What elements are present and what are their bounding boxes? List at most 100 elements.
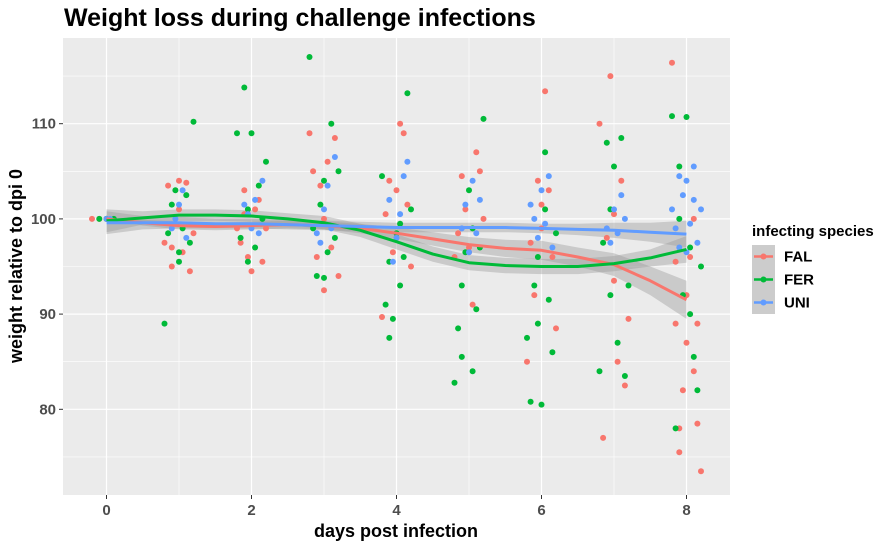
point-uni: [545, 173, 552, 180]
y-tick-label: 100: [31, 211, 56, 228]
point-uni: [473, 230, 480, 237]
smooth-line-fer: [106, 213, 687, 268]
point-fal: [694, 320, 701, 327]
point-fal: [672, 258, 679, 265]
point-uni: [676, 173, 683, 180]
point-fal: [694, 420, 701, 427]
point-fal: [469, 301, 476, 308]
point-fer: [683, 114, 690, 120]
point-fal: [462, 206, 469, 213]
point-fer: [473, 306, 480, 313]
point-uni: [607, 239, 614, 246]
point-fer: [687, 311, 694, 318]
point-fer: [168, 201, 175, 208]
point-fer: [545, 296, 552, 303]
point-uni: [321, 206, 327, 213]
point-uni: [469, 177, 476, 184]
point-fer: [306, 54, 313, 60]
point-fer: [466, 187, 472, 194]
point-fer: [676, 215, 683, 222]
point-fal: [531, 292, 538, 299]
point-uni: [241, 201, 248, 208]
point-fer: [176, 249, 182, 256]
point-fer: [335, 168, 342, 175]
y-tick-label: 90: [39, 306, 56, 323]
point-fal: [241, 187, 248, 194]
point-uni: [179, 187, 186, 194]
point-uni: [183, 234, 190, 241]
point-fal: [473, 149, 480, 156]
point-uni: [168, 225, 175, 232]
point-fal: [168, 263, 175, 270]
point-fal: [404, 201, 411, 208]
point-fer: [237, 234, 244, 241]
point-fer: [603, 139, 610, 146]
point-fer: [248, 130, 255, 137]
point-fer: [672, 425, 679, 432]
point-fer: [397, 220, 404, 227]
point-uni: [618, 192, 625, 199]
point-fal: [614, 358, 621, 365]
point-fer: [386, 334, 393, 341]
point-fal: [244, 254, 251, 260]
point-fal: [317, 182, 324, 189]
confidence-band-uni: [106, 211, 687, 248]
point-fal: [672, 320, 679, 327]
point-fal: [458, 173, 465, 180]
x-axis-ticks: 0 2 4 6 8: [102, 495, 691, 519]
point-fal: [553, 325, 559, 332]
point-fer: [321, 177, 327, 184]
point-uni: [404, 158, 411, 165]
point-fer: [469, 368, 476, 375]
point-fal: [611, 277, 617, 284]
point-uni: [534, 234, 541, 241]
point-fal: [455, 230, 462, 237]
point-uni: [476, 196, 483, 203]
point-fer: [186, 239, 193, 246]
point-fer: [190, 118, 197, 125]
point-fal: [679, 387, 686, 394]
point-fal: [400, 130, 407, 137]
point-fer: [96, 215, 103, 222]
point-uni: [397, 211, 404, 218]
point-uni: [549, 244, 556, 251]
point-fer: [404, 90, 411, 97]
legend: infecting species FAL FER UNI: [752, 223, 874, 314]
point-fer: [172, 187, 179, 194]
point-uni: [683, 177, 690, 184]
point-uni: [324, 182, 331, 189]
point-fer: [313, 273, 320, 279]
point-uni: [255, 230, 262, 237]
point-fer: [527, 398, 534, 405]
point-fal: [690, 215, 697, 222]
point-fal: [176, 177, 182, 184]
point-fer: [183, 192, 190, 199]
point-fer: [241, 84, 248, 91]
y-tick-label: 110: [32, 116, 56, 133]
point-uni: [538, 187, 545, 194]
point-fer: [542, 149, 549, 156]
point-fal: [324, 158, 331, 165]
point-fer: [263, 158, 269, 165]
x-tick-label: 2: [247, 502, 255, 519]
point-fal: [545, 187, 552, 194]
point-fer: [625, 282, 632, 289]
point-fer: [694, 387, 701, 394]
point-uni: [690, 163, 697, 170]
point-fer: [331, 234, 338, 241]
point-fer: [379, 173, 385, 180]
point-fal: [161, 239, 168, 246]
point-fal: [607, 73, 614, 80]
point-fal: [698, 468, 704, 475]
point-fer: [542, 206, 549, 213]
point-uni: [690, 196, 697, 203]
point-fer: [553, 230, 559, 237]
point-fer: [324, 249, 331, 256]
point-fal: [252, 206, 259, 213]
point-fal: [524, 358, 530, 365]
point-fal: [248, 268, 255, 275]
point-fal: [393, 187, 400, 194]
point-fal: [618, 177, 625, 184]
point-fal: [328, 244, 335, 251]
